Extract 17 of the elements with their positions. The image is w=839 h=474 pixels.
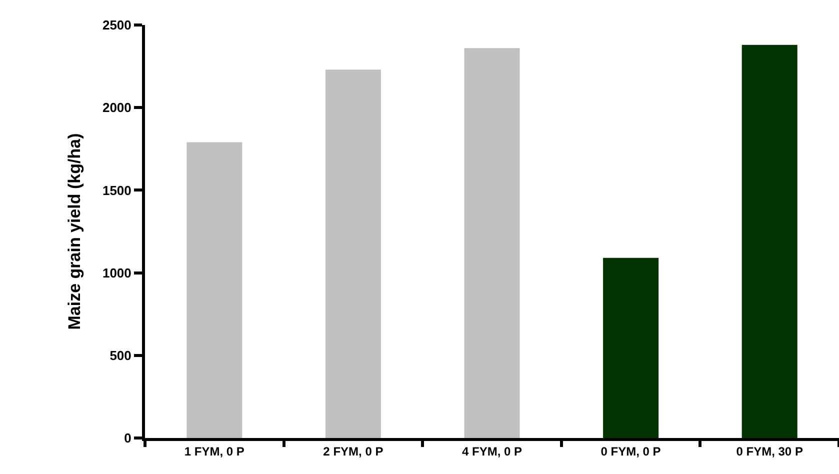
x-tick-label: 0 FYM, 30 P bbox=[736, 444, 803, 458]
x-tick-label: 4 FYM, 0 P bbox=[462, 444, 522, 458]
bar bbox=[742, 44, 798, 438]
y-tick-label: 0 bbox=[124, 430, 132, 446]
bar bbox=[186, 142, 242, 438]
y-tick-label: 2500 bbox=[102, 18, 132, 33]
bar bbox=[325, 70, 381, 438]
x-tick-label: 2 FYM, 0 P bbox=[323, 444, 384, 458]
bar bbox=[464, 48, 520, 438]
y-tick-label: 1000 bbox=[102, 265, 132, 280]
x-tick-label: 1 FYM, 0 P bbox=[184, 444, 244, 458]
x-tick-label: 0 FYM, 0 P bbox=[600, 444, 661, 458]
y-axis-title: Maize grain yield (kg/ha) bbox=[65, 133, 84, 330]
y-tick-label: 2000 bbox=[102, 100, 132, 116]
y-tick-label: 1500 bbox=[102, 182, 132, 198]
y-tick-label: 500 bbox=[110, 348, 132, 363]
bar bbox=[603, 258, 659, 438]
